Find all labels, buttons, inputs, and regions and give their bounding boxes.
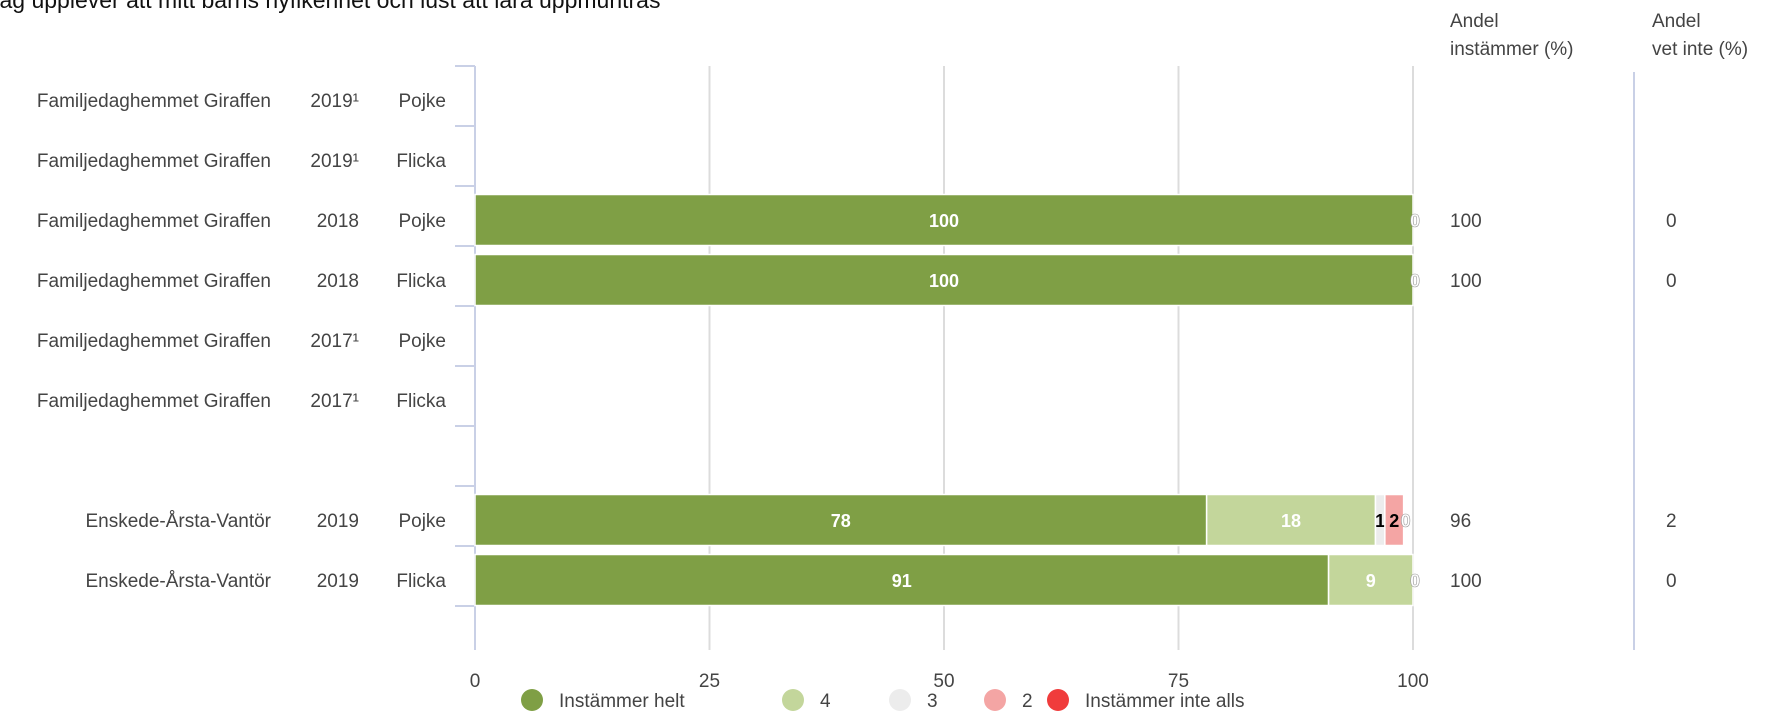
row-year-label: 2018 (317, 211, 359, 232)
legend-swatch (782, 689, 804, 711)
x-tick-label: 100 (1397, 671, 1429, 692)
row-gender-label: Flicka (396, 151, 446, 172)
col-header-instammer-line1: Andel (1450, 11, 1499, 32)
bar-value-label: 18 (1281, 511, 1301, 531)
row-gender-label: Flicka (396, 571, 446, 592)
chart-title: Jag upplever att mitt barns nyfikenhet o… (0, 0, 660, 13)
bar-segment (1384, 493, 1405, 547)
bar-segment (1327, 553, 1414, 607)
bar-value-label: 0 (1410, 571, 1420, 591)
row-year-label: 2018 (317, 271, 359, 292)
legend-label: 4 (820, 691, 831, 712)
legend-swatch (984, 689, 1006, 711)
legend-swatch (1047, 689, 1069, 711)
bar-value-label: 100 (929, 211, 959, 231)
instammer-value: 100 (1450, 571, 1482, 592)
row-gender-label: Flicka (396, 391, 446, 412)
instammer-value: 96 (1450, 511, 1471, 532)
bar-value-label: 9 (1366, 571, 1376, 591)
row-unit-label: Familjedaghemmet Giraffen (37, 391, 271, 412)
bar-value-label: 2 (1389, 511, 1399, 531)
bar-value-label: 0 (1410, 271, 1420, 291)
row-gender-label: Pojke (398, 91, 446, 112)
row-year-label: 2017¹ (310, 391, 359, 412)
row-unit-label: Familjedaghemmet Giraffen (37, 271, 271, 292)
bar-value-label: 91 (892, 571, 912, 591)
legend-label: Instämmer inte alls (1085, 691, 1244, 712)
row-year-label: 2017¹ (310, 331, 359, 352)
row-gender-label: Pojke (398, 511, 446, 532)
vetinte-value: 0 (1666, 571, 1677, 592)
bar-segment (474, 253, 1414, 307)
row-unit-label: Familjedaghemmet Giraffen (37, 151, 271, 172)
row-gender-label: Pojke (398, 211, 446, 232)
row-year-label: 2019 (317, 511, 359, 532)
col-header-instammer-line2: instämmer (%) (1450, 39, 1574, 60)
row-unit-label: Familjedaghemmet Giraffen (37, 211, 271, 232)
x-tick-label: 50 (933, 671, 954, 692)
legend-label: Instämmer helt (559, 691, 685, 712)
row-year-label: 2019 (317, 571, 359, 592)
col-header-vetinte-line2: vet inte (%) (1652, 39, 1748, 60)
vetinte-value: 2 (1666, 511, 1677, 532)
bar-segment (474, 493, 1208, 547)
row-gender-label: Flicka (396, 271, 446, 292)
row-year-label: 2019¹ (310, 91, 359, 112)
row-unit-label: Familjedaghemmet Giraffen (37, 91, 271, 112)
vetinte-value: 0 (1666, 211, 1677, 232)
bar-value-label: 78 (831, 511, 851, 531)
row-unit-label: Enskede-Årsta-Vantör (85, 571, 271, 592)
x-tick-label: 0 (470, 671, 481, 692)
row-year-label: 2019¹ (310, 151, 359, 172)
x-tick-label: 75 (1168, 671, 1189, 692)
legend-swatch (889, 689, 911, 711)
row-unit-label: Familjedaghemmet Giraffen (37, 331, 271, 352)
bar-value-label: 1 (1375, 511, 1385, 531)
bar-segment (474, 553, 1330, 607)
instammer-value: 100 (1450, 271, 1482, 292)
bar-value-label: 100 (929, 271, 959, 291)
x-tick-label: 25 (699, 671, 720, 692)
legend-label: 2 (1022, 691, 1033, 712)
row-unit-label: Enskede-Årsta-Vantör (85, 511, 271, 532)
instammer-value: 100 (1450, 211, 1482, 232)
row-gender-label: Pojke (398, 331, 446, 352)
col-header-vetinte-line1: Andel (1652, 11, 1701, 32)
legend-swatch (521, 689, 543, 711)
legend-label: 3 (927, 691, 938, 712)
bar-value-label: 0 (1401, 511, 1411, 531)
bar-value-label: 0 (1410, 211, 1420, 231)
bar-segment (474, 193, 1414, 247)
vetinte-value: 0 (1666, 271, 1677, 292)
